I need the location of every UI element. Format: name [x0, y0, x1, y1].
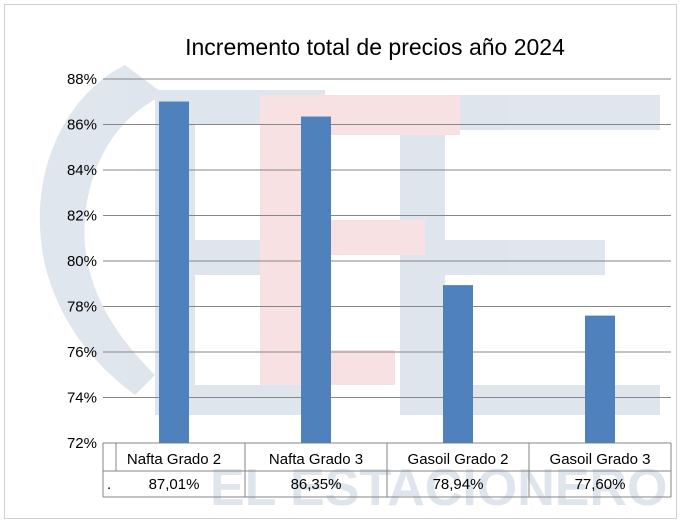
y-tick-label: 74% — [67, 390, 97, 407]
y-tick-label: 80% — [67, 253, 97, 270]
bars — [159, 101, 615, 444]
chart-frame: EL ESTACIONERO Incremento total de preci… — [4, 4, 677, 519]
bar-3 — [443, 285, 473, 443]
category-label: Nafta Grado 2 — [127, 451, 221, 468]
category-label: Nafta Grado 3 — [269, 451, 363, 468]
watermark-logo: EL ESTACIONERO — [39, 65, 667, 517]
y-tick-label: 84% — [67, 162, 97, 179]
y-tick-label: 76% — [67, 344, 97, 361]
bar-chart: EL ESTACIONERO Incremento total de preci… — [39, 34, 672, 517]
table-row-label: . — [107, 476, 111, 493]
watermark-e-red — [260, 95, 460, 385]
value-label: 87,01% — [149, 476, 200, 493]
chart-title: Incremento total de precios año 2024 — [185, 34, 565, 60]
y-axis-tick-labels: 72% 74% 76% 78% 80% 82% 84% 86% 88% — [67, 71, 97, 452]
y-tick-label: 78% — [67, 299, 97, 316]
category-label: Gasoil Grado 2 — [408, 451, 509, 468]
category-label: Gasoil Grado 3 — [550, 451, 651, 468]
y-tick-label: 72% — [67, 435, 97, 452]
bar-4 — [585, 315, 615, 443]
bar-2 — [301, 116, 331, 443]
value-label: 86,35% — [291, 476, 342, 493]
value-label: 77,60% — [575, 476, 626, 493]
watermark-nozzle — [39, 65, 165, 395]
y-tick-label: 88% — [67, 71, 97, 88]
y-tick-label: 82% — [67, 208, 97, 225]
data-table: . Nafta Grado 2 87,01% Nafta Grado 3 86,35% G… — [102, 443, 672, 498]
y-tick-label: 86% — [67, 117, 97, 134]
value-label: 78,94% — [433, 476, 484, 493]
watermark-text: EL ESTACIONERO — [210, 459, 667, 517]
watermark-e-right — [400, 95, 660, 415]
bar-1 — [159, 101, 189, 444]
gridlines — [103, 78, 671, 444]
watermark-e-left — [155, 90, 325, 415]
